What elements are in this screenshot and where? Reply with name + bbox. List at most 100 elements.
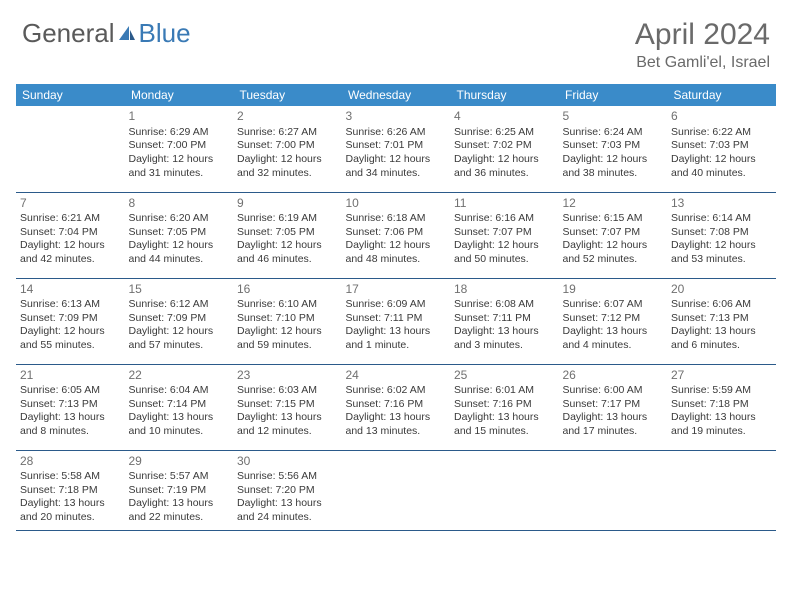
sunrise-text: Sunrise: 6:06 AM <box>671 298 772 312</box>
sunrise-text: Sunrise: 6:15 AM <box>563 212 664 226</box>
sunrise-text: Sunrise: 6:00 AM <box>563 384 664 398</box>
sunset-text: Sunset: 7:20 PM <box>237 484 338 498</box>
daylight-text: Daylight: 12 hours <box>129 325 230 339</box>
sunrise-text: Sunrise: 6:25 AM <box>454 126 555 140</box>
daylight-text: Daylight: 13 hours <box>346 411 447 425</box>
sunset-text: Sunset: 7:16 PM <box>454 398 555 412</box>
daylight-text: Daylight: 12 hours <box>346 239 447 253</box>
daylight-text: Daylight: 12 hours <box>563 239 664 253</box>
sunset-text: Sunset: 7:08 PM <box>671 226 772 240</box>
day-header: Thursday <box>450 84 559 106</box>
sunrise-text: Sunrise: 6:03 AM <box>237 384 338 398</box>
calendar-cell: 9Sunrise: 6:19 AMSunset: 7:05 PMDaylight… <box>233 192 342 278</box>
daylight-text: and 48 minutes. <box>346 253 447 267</box>
sunset-text: Sunset: 7:14 PM <box>129 398 230 412</box>
daylight-text: Daylight: 12 hours <box>237 325 338 339</box>
calendar-cell: 8Sunrise: 6:20 AMSunset: 7:05 PMDaylight… <box>125 192 234 278</box>
sunset-text: Sunset: 7:07 PM <box>454 226 555 240</box>
daylight-text: and 44 minutes. <box>129 253 230 267</box>
calendar-cell: 12Sunrise: 6:15 AMSunset: 7:07 PMDayligh… <box>559 192 668 278</box>
calendar-cell: 20Sunrise: 6:06 AMSunset: 7:13 PMDayligh… <box>667 278 776 364</box>
daylight-text: Daylight: 13 hours <box>563 411 664 425</box>
daylight-text: Daylight: 13 hours <box>129 411 230 425</box>
day-number: 30 <box>237 454 338 470</box>
daylight-text: Daylight: 13 hours <box>20 497 121 511</box>
day-header: Friday <box>559 84 668 106</box>
day-number: 10 <box>346 196 447 212</box>
day-number: 19 <box>563 282 664 298</box>
title-block: April 2024 Bet Gamli'el, Israel <box>635 18 770 72</box>
daylight-text: and 4 minutes. <box>563 339 664 353</box>
calendar-cell: 23Sunrise: 6:03 AMSunset: 7:15 PMDayligh… <box>233 364 342 450</box>
sunrise-text: Sunrise: 6:22 AM <box>671 126 772 140</box>
sunrise-text: Sunrise: 5:56 AM <box>237 470 338 484</box>
day-number: 6 <box>671 109 772 125</box>
sunset-text: Sunset: 7:06 PM <box>346 226 447 240</box>
month-title: April 2024 <box>635 18 770 52</box>
day-number: 11 <box>454 196 555 212</box>
day-number: 3 <box>346 109 447 125</box>
daylight-text: and 12 minutes. <box>237 425 338 439</box>
sunset-text: Sunset: 7:03 PM <box>563 139 664 153</box>
sunrise-text: Sunrise: 5:58 AM <box>20 470 121 484</box>
sunset-text: Sunset: 7:15 PM <box>237 398 338 412</box>
calendar-cell: 7Sunrise: 6:21 AMSunset: 7:04 PMDaylight… <box>16 192 125 278</box>
day-number: 15 <box>129 282 230 298</box>
calendar-row: 14Sunrise: 6:13 AMSunset: 7:09 PMDayligh… <box>16 278 776 364</box>
sunset-text: Sunset: 7:09 PM <box>129 312 230 326</box>
sunrise-text: Sunrise: 6:08 AM <box>454 298 555 312</box>
day-number: 26 <box>563 368 664 384</box>
day-header-row: Sunday Monday Tuesday Wednesday Thursday… <box>16 84 776 106</box>
daylight-text: Daylight: 12 hours <box>671 239 772 253</box>
day-number: 22 <box>129 368 230 384</box>
calendar-cell <box>559 450 668 530</box>
sunrise-text: Sunrise: 6:24 AM <box>563 126 664 140</box>
daylight-text: and 34 minutes. <box>346 167 447 181</box>
sail-icon <box>117 24 137 42</box>
calendar-cell: 10Sunrise: 6:18 AMSunset: 7:06 PMDayligh… <box>342 192 451 278</box>
daylight-text: and 57 minutes. <box>129 339 230 353</box>
calendar-cell: 15Sunrise: 6:12 AMSunset: 7:09 PMDayligh… <box>125 278 234 364</box>
day-number: 8 <box>129 196 230 212</box>
daylight-text: and 53 minutes. <box>671 253 772 267</box>
daylight-text: and 13 minutes. <box>346 425 447 439</box>
sunset-text: Sunset: 7:19 PM <box>129 484 230 498</box>
sunrise-text: Sunrise: 6:20 AM <box>129 212 230 226</box>
calendar-row: 28Sunrise: 5:58 AMSunset: 7:18 PMDayligh… <box>16 450 776 530</box>
daylight-text: and 19 minutes. <box>671 425 772 439</box>
sunrise-text: Sunrise: 6:14 AM <box>671 212 772 226</box>
calendar-cell: 30Sunrise: 5:56 AMSunset: 7:20 PMDayligh… <box>233 450 342 530</box>
calendar-cell: 27Sunrise: 5:59 AMSunset: 7:18 PMDayligh… <box>667 364 776 450</box>
sunrise-text: Sunrise: 6:04 AM <box>129 384 230 398</box>
sunset-text: Sunset: 7:03 PM <box>671 139 772 153</box>
sunset-text: Sunset: 7:07 PM <box>563 226 664 240</box>
sunset-text: Sunset: 7:13 PM <box>671 312 772 326</box>
day-number: 24 <box>346 368 447 384</box>
day-number: 25 <box>454 368 555 384</box>
sunrise-text: Sunrise: 6:10 AM <box>237 298 338 312</box>
calendar-cell <box>16 106 125 192</box>
sunset-text: Sunset: 7:02 PM <box>454 139 555 153</box>
calendar-cell: 16Sunrise: 6:10 AMSunset: 7:10 PMDayligh… <box>233 278 342 364</box>
calendar-row: 21Sunrise: 6:05 AMSunset: 7:13 PMDayligh… <box>16 364 776 450</box>
daylight-text: and 50 minutes. <box>454 253 555 267</box>
day-number: 9 <box>237 196 338 212</box>
calendar-table: Sunday Monday Tuesday Wednesday Thursday… <box>16 84 776 531</box>
day-number: 20 <box>671 282 772 298</box>
daylight-text: and 36 minutes. <box>454 167 555 181</box>
calendar-cell: 22Sunrise: 6:04 AMSunset: 7:14 PMDayligh… <box>125 364 234 450</box>
daylight-text: and 20 minutes. <box>20 511 121 525</box>
daylight-text: and 22 minutes. <box>129 511 230 525</box>
sunset-text: Sunset: 7:17 PM <box>563 398 664 412</box>
sunrise-text: Sunrise: 6:09 AM <box>346 298 447 312</box>
sunrise-text: Sunrise: 6:18 AM <box>346 212 447 226</box>
calendar-cell: 29Sunrise: 5:57 AMSunset: 7:19 PMDayligh… <box>125 450 234 530</box>
daylight-text: and 1 minute. <box>346 339 447 353</box>
day-header: Saturday <box>667 84 776 106</box>
calendar-cell: 3Sunrise: 6:26 AMSunset: 7:01 PMDaylight… <box>342 106 451 192</box>
daylight-text: Daylight: 12 hours <box>563 153 664 167</box>
calendar-cell: 17Sunrise: 6:09 AMSunset: 7:11 PMDayligh… <box>342 278 451 364</box>
calendar-cell: 28Sunrise: 5:58 AMSunset: 7:18 PMDayligh… <box>16 450 125 530</box>
sunrise-text: Sunrise: 5:59 AM <box>671 384 772 398</box>
daylight-text: Daylight: 12 hours <box>129 239 230 253</box>
